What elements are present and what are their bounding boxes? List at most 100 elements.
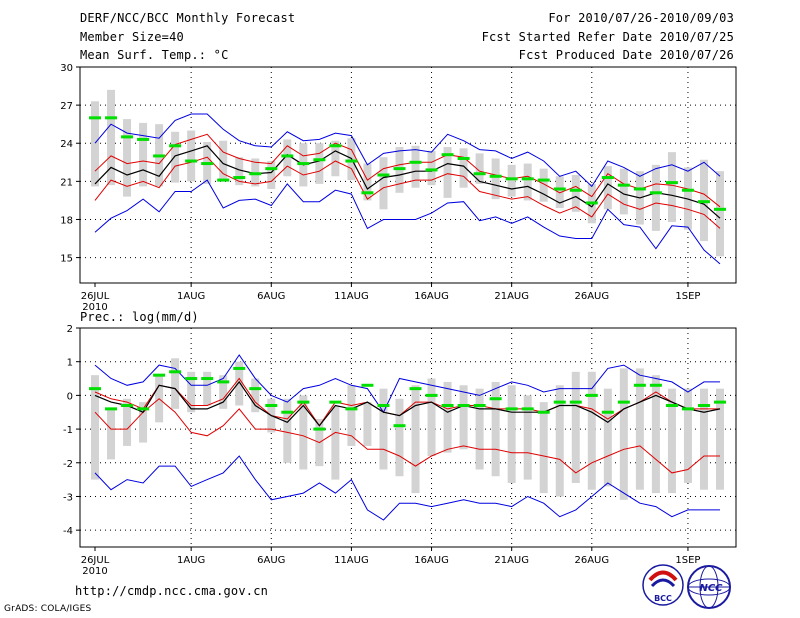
temp-inner-lower-line [94, 156, 721, 229]
prec-box [587, 371, 596, 490]
prec-xtick-label: 11AUG [334, 555, 369, 566]
temp-outer-lower-line [94, 179, 721, 265]
prec-box [683, 388, 692, 483]
temp-box [91, 101, 99, 187]
prec-ytick-label: -4 [63, 526, 73, 537]
prec-ytick-label: -3 [63, 492, 73, 503]
temp-box [667, 152, 676, 223]
prec-xtick-label: 21AUG [494, 555, 529, 566]
prec-box [139, 402, 148, 443]
temp-box [443, 147, 452, 198]
prec-outer-lower-line [94, 455, 720, 521]
prec-box [203, 371, 212, 406]
temp-xtick-label: 11AUG [334, 291, 369, 302]
temp-box [523, 163, 532, 201]
temp-box [331, 140, 340, 177]
prec-box [91, 375, 99, 480]
prec-box [667, 388, 676, 494]
prec-frame [79, 327, 737, 548]
prec-box [171, 358, 180, 409]
prec-box [123, 398, 132, 446]
temp-box [427, 150, 436, 186]
prec-box [427, 378, 436, 457]
temp-xtick-label: 1SEP [675, 291, 700, 302]
temp-box [315, 143, 324, 184]
temp-box [267, 161, 276, 189]
prec-box [379, 388, 388, 470]
prec-box [187, 371, 196, 413]
temp-box [171, 131, 180, 183]
prec-box [347, 385, 356, 446]
temp-box [651, 164, 660, 231]
prec-box [507, 385, 516, 483]
grads-credit: GrADS: COLA/IGES [4, 604, 92, 614]
forecast-period: For 2010/07/26-2010/09/03 [548, 11, 734, 25]
prec-ytick-label: -2 [63, 459, 73, 470]
temp-box [411, 145, 420, 188]
chart-title: DERF/NCC/BCC Monthly Forecast [80, 11, 296, 25]
prec-mean-line [94, 380, 721, 427]
temp-box [603, 166, 612, 210]
prec-box [603, 388, 612, 487]
temp-xtick-label: 16AUG [414, 291, 449, 302]
prec-box [107, 408, 116, 460]
prec-box [395, 398, 404, 477]
temp-box [235, 157, 244, 186]
prec-inner-upper-line [94, 377, 720, 427]
source-url[interactable]: http://cmdp.ncc.cma.gov.cn [75, 584, 269, 598]
prec-box [491, 381, 500, 477]
prec-box [299, 395, 308, 470]
prec-xtick-label: 26JUL [81, 555, 110, 566]
temp-ytick-label: 27 [60, 101, 73, 112]
prec-xtick-label: 1AUG [177, 555, 205, 566]
prec-box [651, 375, 660, 494]
temp-box [107, 89, 116, 186]
temp-xtick-label: 1AUG [177, 291, 205, 302]
temp-box [571, 175, 580, 212]
prec-box [251, 378, 260, 413]
temp-xtick-label: 26AUG [574, 291, 609, 302]
temp-ytick-label: 18 [60, 215, 73, 226]
temp-panel: 15 18 21 24 27 30 26JUL 1AUG 6AUG 11AUG 16AUG 21AUG… [60, 63, 737, 313]
started-date: Fcst Started Refer Date 2010/07/25 [481, 30, 734, 44]
prec-box [619, 368, 628, 500]
prec-box [235, 361, 244, 406]
temp-box [139, 122, 148, 187]
prec-box [219, 375, 228, 409]
prec-box [539, 402, 548, 494]
temp-ytick-label: 15 [60, 254, 73, 265]
prec-panel: -4 -3 -2 -1 0 1 2 26JUL 1AUG 6AUG 11AUG 16AUG 21AUG 2… [63, 324, 737, 577]
temp-box [283, 139, 292, 177]
prec-box [716, 388, 724, 490]
temp-box [555, 176, 564, 209]
variable-label: Mean Surf. Temp.: °C [80, 48, 229, 62]
temp-frame [79, 66, 737, 284]
temp-xtick-year: 2010 [82, 302, 107, 313]
prec-box [699, 388, 708, 490]
temp-ytick-label: 30 [60, 63, 73, 74]
temp-box [491, 158, 500, 200]
precip-title: Prec.: log(mm/d) [80, 310, 199, 324]
prec-ytick-label: 2 [67, 324, 73, 335]
temp-box [475, 153, 484, 184]
prec-ytick-label: 0 [67, 391, 73, 402]
prec-box [635, 368, 644, 490]
member-size: Member Size=40 [80, 30, 184, 44]
prec-box [283, 398, 292, 463]
prec-box [459, 385, 468, 450]
temp-box [716, 171, 724, 257]
temp-box [219, 140, 228, 181]
temp-box [363, 163, 372, 201]
temp-box [619, 168, 628, 215]
temp-box [123, 119, 132, 197]
prec-inner-lower-line [94, 398, 720, 474]
temp-box [507, 164, 516, 197]
temp-xtick-label: 21AUG [494, 291, 529, 302]
temp-xtick-label: 26JUL [81, 291, 110, 302]
temp-inner-upper-line [94, 133, 721, 208]
prec-box [443, 381, 452, 453]
temp-box [187, 130, 196, 182]
produced-date: Fcst Produced Date 2010/07/26 [518, 48, 734, 62]
prec-box [523, 395, 532, 480]
prec-box [411, 385, 420, 494]
